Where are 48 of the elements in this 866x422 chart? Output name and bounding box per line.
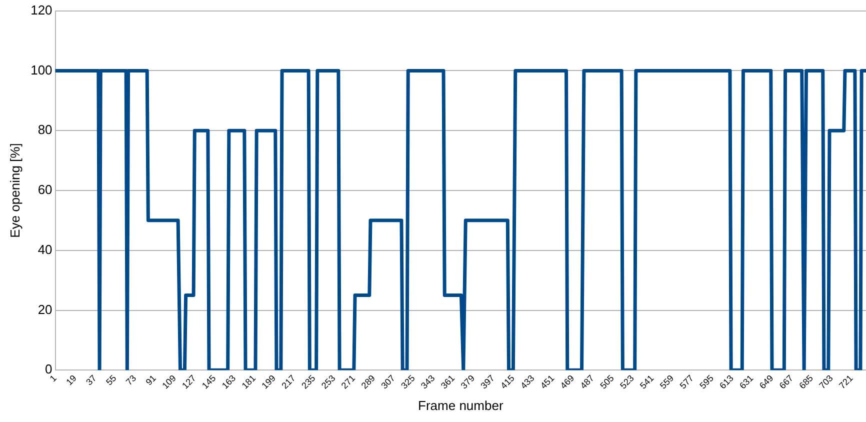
x-tick-label: 235 — [300, 373, 318, 391]
x-tick-label: 253 — [319, 373, 338, 391]
x-tick-label: 289 — [359, 373, 377, 391]
x-tick-label: 595 — [698, 373, 716, 391]
x-tick-label: 397 — [478, 373, 496, 391]
y-tick-label: 60 — [38, 182, 52, 198]
x-tick-label: 415 — [498, 373, 516, 391]
y-tick-label: 100 — [30, 62, 52, 78]
x-tick-label: 325 — [399, 373, 417, 391]
x-tick-label: 19 — [64, 373, 78, 388]
y-tick-label: 40 — [38, 242, 52, 257]
x-tick-label: 73 — [124, 373, 138, 388]
x-tick-label: 487 — [578, 373, 596, 391]
x-tick-label: 181 — [240, 373, 258, 391]
x-tick-label: 379 — [458, 373, 477, 391]
x-tick-label: 631 — [738, 373, 756, 391]
y-tick-label: 120 — [30, 2, 52, 18]
x-tick-label: 163 — [220, 373, 238, 391]
x-tick-label: 577 — [678, 373, 696, 391]
x-tick-label: 685 — [797, 373, 815, 391]
x-tick-label: 559 — [658, 373, 676, 391]
x-tick-label: 703 — [817, 373, 835, 391]
x-tick-label: 469 — [558, 373, 576, 391]
x-tick-label: 433 — [518, 373, 536, 391]
x-tick-label: 91 — [144, 373, 158, 388]
x-tick-label: 523 — [618, 373, 636, 391]
x-tick-label: 199 — [260, 373, 278, 391]
x-tick-label: 127 — [180, 373, 198, 391]
x-tick-label: 343 — [419, 373, 437, 391]
x-tick-label: 541 — [638, 373, 656, 391]
x-tick-label: 721 — [837, 373, 855, 391]
x-tick-label: 109 — [160, 373, 178, 391]
y-tick-label: 20 — [38, 302, 52, 317]
x-tick-label: 649 — [757, 373, 776, 391]
x-tick-label: 37 — [84, 373, 98, 388]
y-tick-label: 80 — [38, 122, 52, 138]
x-tick-label: 667 — [777, 373, 796, 391]
x-tick-label: 451 — [538, 373, 556, 391]
x-tick-label: 361 — [438, 373, 457, 391]
x-tick-label: 55 — [104, 373, 118, 388]
x-tick-label: 505 — [598, 373, 616, 391]
y-axis-title: Eye opening [%] — [7, 143, 22, 238]
x-tick-label: 271 — [339, 373, 358, 391]
x-tick-label: 217 — [280, 373, 298, 391]
x-tick-label: 145 — [200, 373, 218, 391]
x-axis-title: Frame number — [418, 398, 504, 413]
x-tick-label: 613 — [718, 373, 736, 391]
x-tick-label: 307 — [379, 373, 397, 391]
